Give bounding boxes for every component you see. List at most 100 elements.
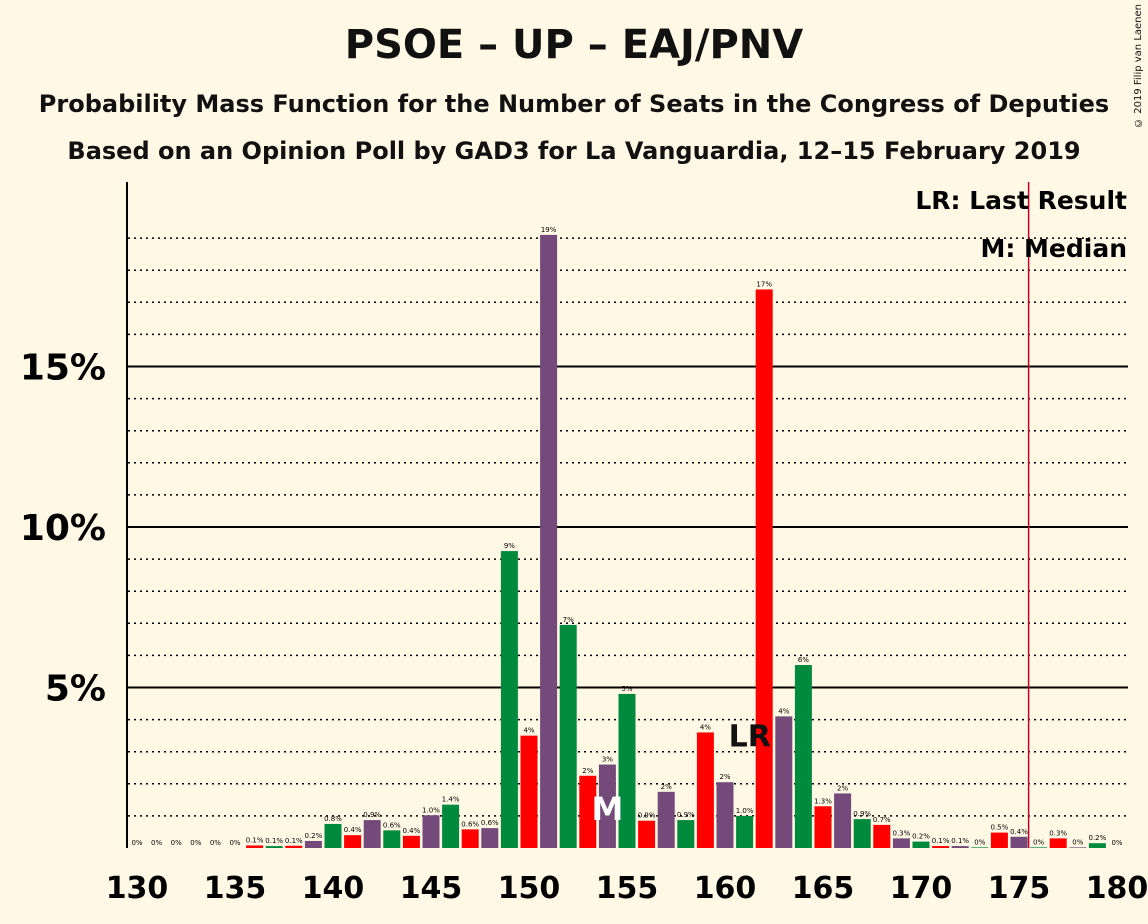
x-tick-label: 180: [1086, 871, 1148, 906]
x-tick-label: 145: [400, 871, 463, 906]
data-label: 0.6%: [461, 820, 479, 828]
x-tick-label: 135: [204, 871, 267, 906]
data-label: 1.0%: [736, 807, 754, 815]
bar-176: [1030, 847, 1048, 848]
bar-151: [540, 234, 558, 848]
data-label: 0.9%: [677, 811, 695, 819]
bar-143: [383, 830, 401, 848]
bar-142: [363, 820, 381, 848]
data-label: 9%: [504, 542, 515, 550]
bar-172: [951, 846, 969, 848]
bar-159: [696, 732, 714, 848]
y-tick-label: 10%: [20, 508, 106, 549]
x-tick-label: 130: [106, 871, 169, 906]
data-label: 0%: [131, 839, 142, 847]
last-result-marker: LR: [729, 719, 771, 754]
data-label: 0%: [171, 839, 182, 847]
bar-171: [932, 846, 950, 848]
bar-165: [814, 806, 832, 848]
bar-137: [265, 846, 283, 848]
data-label: 4%: [778, 707, 789, 715]
bar-167: [853, 819, 871, 848]
data-label: 2%: [582, 767, 593, 775]
data-label: 0%: [974, 838, 985, 846]
bar-161: [736, 815, 754, 848]
x-tick-label: 165: [792, 871, 855, 906]
data-label: 0.2%: [1089, 834, 1107, 842]
data-label: 0%: [190, 839, 201, 847]
bar-138: [285, 845, 303, 848]
bar-156: [638, 820, 656, 848]
x-tick-label: 140: [302, 871, 365, 906]
chart-subtitle: Probability Mass Function for the Number…: [38, 90, 1110, 118]
data-label: 0%: [1111, 839, 1122, 847]
data-label: 6%: [798, 656, 809, 664]
data-label: 0%: [229, 839, 240, 847]
data-label: 3%: [602, 756, 613, 764]
bar-158: [677, 820, 695, 848]
data-label: 0.6%: [383, 821, 401, 829]
data-label: 0%: [151, 839, 162, 847]
data-label: 1.0%: [422, 806, 440, 814]
data-label: 0.9%: [638, 812, 656, 820]
bar-152: [559, 624, 577, 848]
data-label: 0.1%: [285, 837, 303, 845]
bar-178: [1069, 847, 1087, 848]
legend-median: M: Median: [980, 234, 1127, 263]
data-label: 0.1%: [246, 836, 264, 844]
data-label: 0.5%: [991, 824, 1009, 832]
data-label: 5%: [621, 685, 632, 693]
data-label: 2%: [719, 773, 730, 781]
bar-170: [912, 841, 930, 848]
data-label: 19%: [541, 226, 557, 234]
data-label: 17%: [756, 280, 772, 288]
bar-177: [1049, 838, 1067, 848]
data-label: 0.8%: [324, 815, 342, 823]
data-label: 4%: [700, 723, 711, 731]
bar-141: [344, 835, 362, 848]
bar-173: [971, 847, 989, 848]
bar-166: [834, 793, 852, 848]
data-label: 1.4%: [442, 796, 460, 804]
data-label: 0.3%: [893, 829, 911, 837]
y-tick-label: 5%: [45, 669, 106, 710]
bar-140: [324, 823, 342, 848]
data-label: 0%: [210, 839, 221, 847]
legend-last-result: LR: Last Result: [915, 186, 1127, 215]
data-label: 4%: [523, 727, 534, 735]
bar-175: [1010, 836, 1028, 848]
data-label: 0.4%: [1010, 828, 1028, 836]
bar-144: [402, 835, 420, 848]
bar-150: [520, 735, 538, 848]
bar-145: [422, 815, 440, 848]
x-tick-label: 175: [988, 871, 1051, 906]
bar-146: [442, 804, 460, 848]
data-label: 0.1%: [951, 837, 969, 845]
bar-155: [618, 693, 636, 848]
data-label: 0.2%: [912, 833, 930, 841]
data-label: 7%: [563, 616, 574, 624]
data-label: 0.9%: [363, 811, 381, 819]
data-label: 0%: [1033, 838, 1044, 846]
bar-136: [246, 845, 264, 848]
bar-139: [304, 840, 322, 848]
bar-169: [892, 838, 910, 848]
data-label: 2%: [837, 784, 848, 792]
data-label: 1.3%: [814, 797, 832, 805]
bar-148: [481, 828, 499, 848]
chart-title: PSOE – UP – EAJ/PNV: [344, 22, 804, 68]
bar-174: [990, 832, 1008, 848]
bar-162: [755, 289, 773, 849]
data-label: 0.1%: [265, 837, 283, 845]
x-tick-label: 170: [890, 871, 953, 906]
bar-153: [579, 775, 597, 848]
x-tick-label: 150: [498, 871, 561, 906]
data-label: 0.9%: [853, 810, 871, 818]
data-label: 0.7%: [873, 816, 891, 824]
y-tick-label: 15%: [20, 348, 106, 389]
bar-179: [1088, 843, 1106, 848]
data-label: 0.2%: [305, 832, 323, 840]
bar-157: [657, 791, 675, 848]
bar-168: [873, 824, 891, 848]
